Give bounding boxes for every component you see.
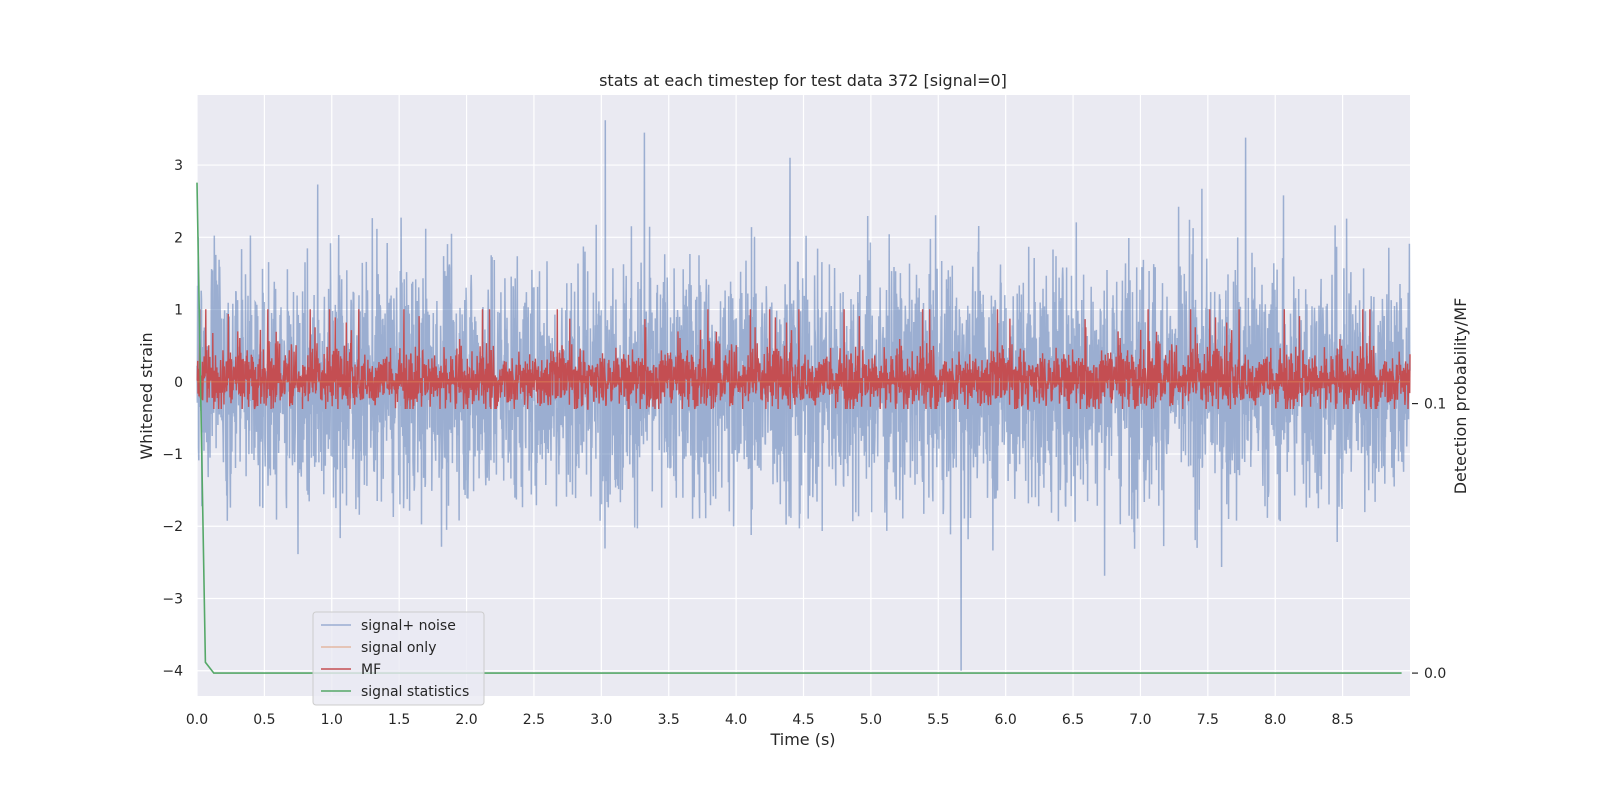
x-tick-label: 1.5	[388, 712, 410, 728]
x-tick-label: 8.5	[1331, 712, 1353, 728]
y-tick-label: −3	[162, 591, 183, 607]
x-tick-label: 2.0	[455, 712, 477, 728]
x-tick-label: 5.5	[927, 712, 949, 728]
x-tick-label: 7.5	[1197, 712, 1219, 728]
series-signal-statistics	[196, 182, 1402, 674]
chart-title: stats at each timestep for test data 372…	[599, 71, 1007, 90]
legend-label-signal-only: signal only	[361, 640, 436, 656]
y-tick-label: 1	[174, 303, 183, 319]
legend-label-signal-statistics: signal statistics	[361, 684, 469, 700]
legend: signal+ noise signal only MF signal stat…	[312, 611, 485, 706]
x-tick-label: 0.5	[253, 712, 275, 728]
x-tick-label: 5.0	[860, 712, 882, 728]
y-axis-ticks: 3 2 1 0 −1 −2 −3 −4	[162, 158, 183, 680]
y2-axis-ticks: 0.1 0.0	[1412, 397, 1446, 682]
y-tick-label: 0	[174, 375, 183, 391]
x-tick-label: 2.5	[523, 712, 545, 728]
x-tick-label: 4.5	[792, 712, 814, 728]
y-axis-label: Whitened strain	[137, 332, 156, 459]
y-tick-label: −2	[162, 519, 183, 535]
y-tick-label: −1	[162, 447, 183, 463]
y2-tick-label: 0.1	[1424, 397, 1446, 413]
x-tick-label: 8.0	[1264, 712, 1286, 728]
x-tick-label: 3.0	[590, 712, 612, 728]
y-tick-label: −4	[162, 664, 183, 680]
legend-label-mf: MF	[361, 662, 381, 678]
legend-label-signal-noise: signal+ noise	[361, 618, 456, 634]
y-tick-label: 2	[174, 230, 183, 246]
x-tick-label: 6.5	[1062, 712, 1084, 728]
y-tick-label: 3	[174, 158, 183, 174]
x-tick-label: 4.0	[725, 712, 747, 728]
x-axis-ticks: 0.0 0.5 1.0 1.5 2.0 2.5 3.0 3.5 4.0 4.5 5.0 5.5 6.0 6…	[186, 712, 1354, 728]
x-tick-label: 1.0	[321, 712, 343, 728]
y2-axis-label: Detection probability/MF	[1451, 298, 1470, 495]
series-line-signal-statistics	[196, 182, 1402, 674]
x-tick-label: 0.0	[186, 712, 208, 728]
x-tick-label: 3.5	[658, 712, 680, 728]
x-tick-label: 7.0	[1129, 712, 1151, 728]
legend-box	[312, 611, 485, 706]
x-tick-label: 6.0	[995, 712, 1017, 728]
y2-tick-label: 0.0	[1424, 666, 1446, 682]
x-axis-label: Time (s)	[769, 730, 835, 749]
